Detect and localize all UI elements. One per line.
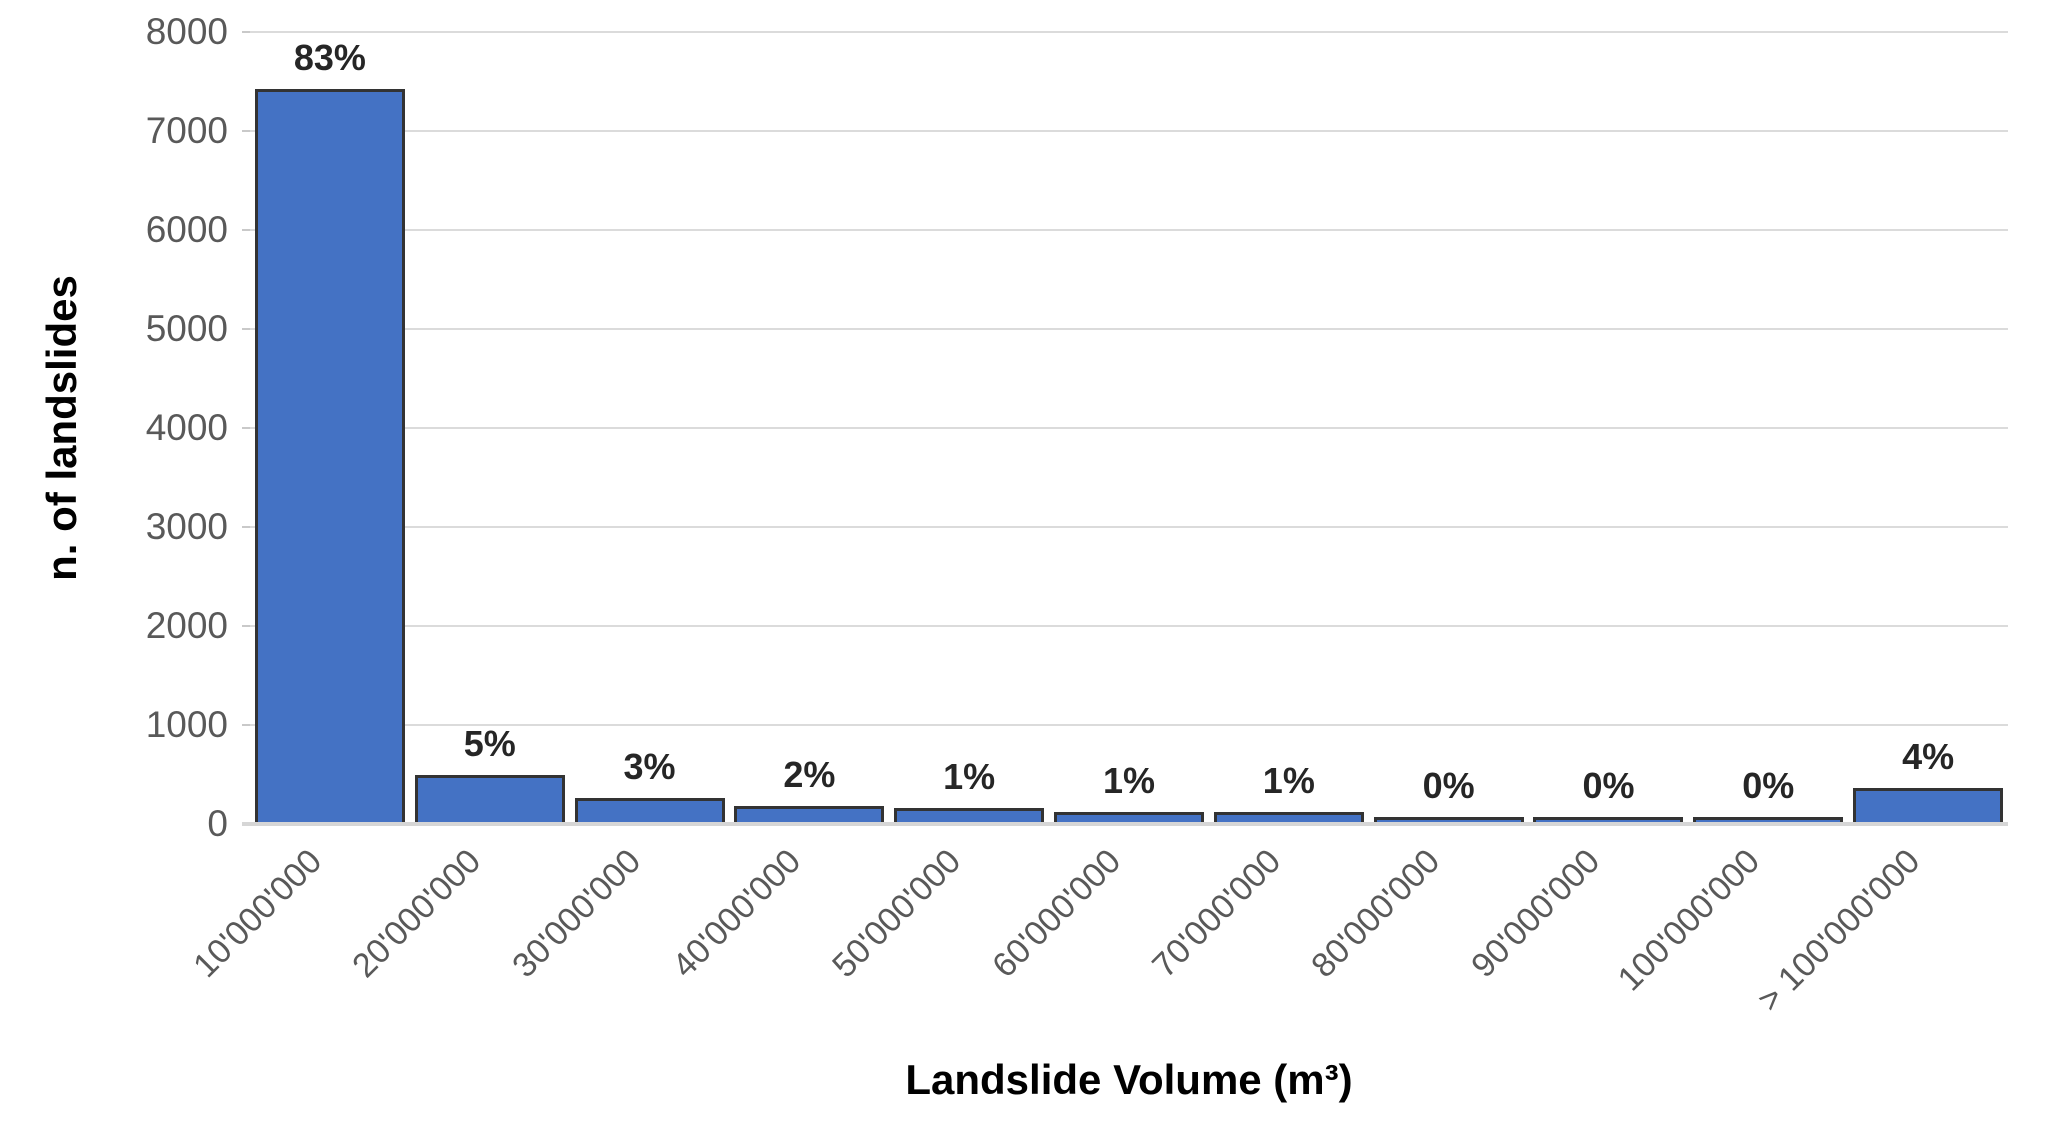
gridline (250, 625, 2008, 627)
y-tick-label: 2000 (145, 605, 228, 646)
bar (574, 797, 725, 824)
x-tick-label: 80'000'000 (1304, 842, 1448, 986)
x-tick-label: > 100'000'000 (1749, 842, 1927, 1020)
gridline (250, 724, 2008, 726)
bar (1853, 788, 2004, 824)
bar-value-label: 0% (1582, 765, 1635, 807)
y-tick-mark (242, 229, 250, 231)
bar-value-label: 1% (1262, 760, 1315, 802)
y-tick-label: 5000 (145, 308, 228, 349)
gridline (250, 130, 2008, 132)
y-tick-label: 1000 (145, 704, 228, 745)
gridline (250, 229, 2008, 231)
bar (1693, 817, 1844, 824)
gridline (250, 328, 2008, 330)
y-tick-label: 8000 (145, 11, 228, 52)
bar-value-label: 4% (1902, 736, 1955, 778)
y-tick-label: 4000 (145, 407, 228, 448)
x-tick-label: 20'000'000 (345, 842, 489, 986)
bar-value-label: 5% (463, 722, 516, 764)
x-axis-title: Landslide Volume (m³) (905, 1056, 1353, 1103)
bar-value-label: 3% (623, 745, 676, 787)
bar-value-label: 1% (1102, 759, 1156, 801)
bar-value-label: 0% (1742, 765, 1795, 807)
y-tick-mark (242, 130, 250, 132)
y-tick-label: 6000 (145, 209, 228, 250)
bar (1054, 811, 1204, 824)
y-tick-mark (242, 328, 250, 330)
x-tick-label: 30'000'000 (505, 842, 649, 986)
x-tick-label: 40'000'000 (665, 842, 809, 986)
x-tick-label: 70'000'000 (1144, 842, 1288, 986)
x-tick-label: 100'000'000 (1610, 842, 1768, 999)
gridline (250, 526, 2008, 528)
bar (1213, 812, 1364, 824)
bar (414, 774, 565, 824)
x-axis-line (242, 822, 2008, 826)
x-tick-label: 50'000'000 (825, 842, 969, 986)
bar-value-label: 2% (783, 753, 836, 795)
bar-value-label: 83% (293, 37, 366, 79)
bar (894, 808, 1045, 824)
gridline (250, 31, 2008, 33)
y-tick-label: 0 (207, 803, 228, 844)
y-tick-mark (242, 526, 250, 528)
bar-value-label: 1% (943, 756, 996, 798)
bar (1373, 817, 1524, 824)
y-tick-label: 3000 (145, 506, 228, 547)
y-tick-label: 7000 (145, 110, 228, 151)
y-tick-mark (242, 31, 250, 33)
gridline (250, 427, 2008, 429)
y-tick-mark (242, 427, 250, 429)
x-tick-label: 90'000'000 (1464, 842, 1608, 986)
bar-value-label: 0% (1422, 765, 1475, 807)
bar (254, 89, 405, 824)
bar (1533, 817, 1684, 824)
y-tick-mark (242, 625, 250, 627)
x-tick-label: 10'000'000 (185, 842, 329, 986)
y-tick-mark (242, 724, 250, 726)
bar (734, 805, 885, 824)
x-tick-label: 60'000'000 (984, 842, 1128, 986)
plot-area: 83% 5% 3% 2% 1% 1% 1% 0% 0% 0% 4% (242, 31, 2008, 826)
